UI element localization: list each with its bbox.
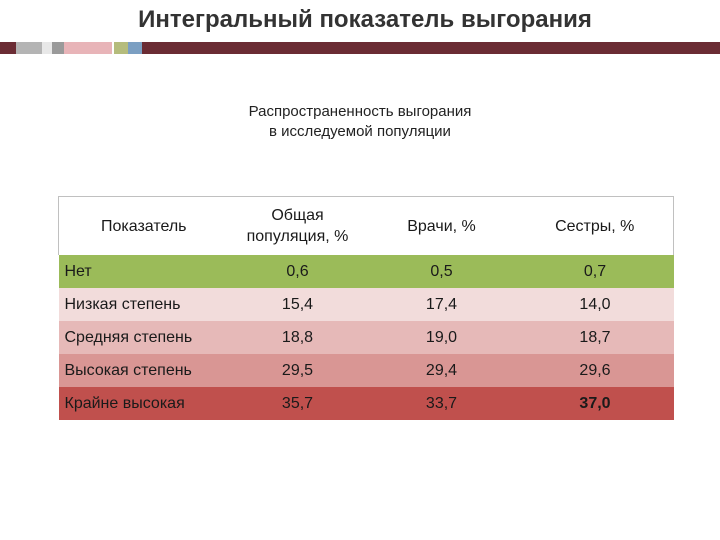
cell-doctors: 19,0 — [425, 328, 458, 346]
header-general-population: Общая популяция, % — [228, 196, 367, 255]
cell-doctors: 17,4 — [425, 295, 458, 313]
header-general-line-1: Общая — [271, 207, 324, 224]
burnout-table: Показатель Общая популяция, % Врачи, % С… — [58, 196, 674, 420]
caption-line-2: в исследуемой популяции — [269, 123, 451, 140]
cell-doctors: 29,4 — [425, 361, 458, 379]
cell-nurses: 29,6 — [579, 361, 611, 379]
stripe-segment-gray-2 — [52, 42, 64, 54]
stripe-segment-pink — [64, 42, 112, 54]
cell-general-population: 29,5 — [281, 361, 314, 379]
cell-general-population: 15,4 — [281, 295, 314, 313]
header-nurses: Сестры, % — [516, 196, 674, 255]
table-row: Крайне высокая 35,7 33,7 37,0 — [58, 387, 674, 420]
header-indicator: Показатель — [58, 196, 229, 255]
header-general-line-2: популяция, % — [246, 228, 349, 245]
stripe-segment-gray — [16, 42, 42, 54]
cell-nurses: 0,7 — [583, 262, 607, 280]
table-row: Нет 0,6 0,5 0,7 — [58, 255, 674, 288]
table-row: Средняя степень 18,8 19,0 18,7 — [58, 321, 674, 354]
caption-line-1: Распространенность выгорания — [248, 103, 472, 120]
cell-general-population: 18,8 — [281, 328, 314, 346]
cell-nurses: 37,0 — [579, 394, 611, 412]
stripe-segment-blue — [128, 42, 142, 54]
stripe-segment-dark-left — [0, 42, 16, 54]
row-label: Средняя степень — [64, 328, 193, 346]
table-header-row: Показатель Общая популяция, % Врачи, % С… — [58, 196, 674, 255]
decorative-stripe — [0, 42, 720, 54]
table-body: Нет 0,6 0,5 0,7 Низкая степень 15,4 17,4 14,0 Ср… — [58, 255, 674, 420]
row-label: Высокая степень — [64, 361, 192, 379]
table-row: Низкая степень 15,4 17,4 14,0 — [58, 288, 674, 321]
header-doctors: Врачи, % — [366, 196, 517, 255]
cell-general-population: 0,6 — [286, 262, 309, 280]
slide-title: Интегральный показатель выгорания — [138, 6, 592, 33]
row-label: Нет — [64, 262, 92, 280]
cell-general-population: 35,7 — [281, 394, 314, 412]
cell-doctors: 33,7 — [425, 394, 458, 412]
cell-nurses: 18,7 — [579, 328, 611, 346]
row-label: Крайне высокая — [64, 394, 185, 412]
cell-doctors: 0,5 — [430, 262, 453, 280]
row-label: Низкая степень — [64, 295, 181, 313]
stripe-segment-dark-right — [142, 42, 720, 54]
cell-nurses: 14,0 — [579, 295, 611, 313]
stripe-segment-white — [42, 42, 52, 54]
stripe-segment-olive — [114, 42, 128, 54]
table-caption: Распространенность выгорания в исследуем… — [180, 102, 540, 142]
table-row: Высокая степень 29,5 29,4 29,6 — [58, 354, 674, 387]
